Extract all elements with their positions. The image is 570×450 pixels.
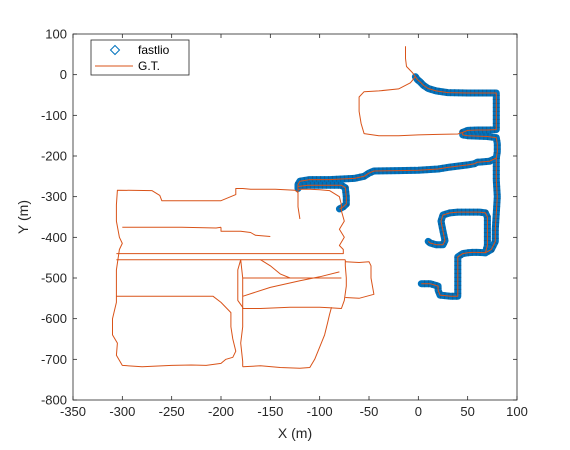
- x-tick-label: -200: [208, 404, 234, 419]
- axes-box: [72, 33, 518, 401]
- gt-series-line: [116, 188, 345, 255]
- gt-series-line: [122, 226, 222, 229]
- x-axis-label: X (m): [278, 425, 312, 441]
- x-tick-label: -300: [109, 404, 135, 419]
- gt-series-line: [297, 76, 498, 189]
- y-tick-label: -300: [41, 189, 67, 204]
- axes: -350 -300 -250 -200 -150 -100 -50 0 50 1001000-10…: [41, 27, 528, 420]
- legend-box: [90, 39, 190, 76]
- legend-gt-label: G.T.: [138, 59, 160, 73]
- y-tick-label: -200: [41, 149, 67, 164]
- gt-series-line: [421, 158, 498, 297]
- x-tick-label: -150: [257, 404, 283, 419]
- gt-series-line: [405, 46, 416, 77]
- gt-series-line: [345, 261, 375, 299]
- gt-series-line: [116, 259, 244, 367]
- legend-fastlio-marker: [109, 44, 121, 56]
- y-tick-label: 0: [60, 67, 67, 82]
- y-tick-label: -700: [41, 352, 67, 367]
- x-tick-label: 100: [506, 404, 528, 419]
- gt-series-line: [260, 259, 291, 279]
- x-tick-label: 50: [460, 404, 474, 419]
- x-tick-label: -250: [159, 404, 185, 419]
- gt-series-line: [297, 188, 301, 220]
- y-tick-label: -800: [41, 393, 67, 408]
- legend-fastlio-label: fastlio: [138, 43, 170, 57]
- y-tick-label: 100: [45, 27, 67, 42]
- y-axis-label: Y (m): [15, 200, 31, 234]
- y-tick-label: -500: [41, 271, 67, 286]
- gt-series-line: [358, 76, 463, 137]
- x-tick-label: -50: [360, 404, 379, 419]
- gt-series-line: [112, 188, 299, 368]
- y-tick-label: -100: [41, 108, 67, 123]
- gt-series-line: [240, 259, 347, 309]
- gt-series-line: [242, 307, 332, 369]
- gt-series-line: [427, 211, 488, 253]
- x-tick-label: -100: [307, 404, 333, 419]
- x-tick-label: 0: [415, 404, 422, 419]
- legend: fastlio G.T.: [90, 39, 190, 76]
- x-tick-label: -350: [60, 404, 86, 419]
- y-tick-label: -600: [41, 311, 67, 326]
- gt-series-line: [220, 227, 271, 237]
- gt-series-line: [297, 184, 347, 210]
- plot-area: [112, 46, 501, 369]
- gt-series-line: [242, 271, 340, 297]
- y-tick-label: -400: [41, 230, 67, 245]
